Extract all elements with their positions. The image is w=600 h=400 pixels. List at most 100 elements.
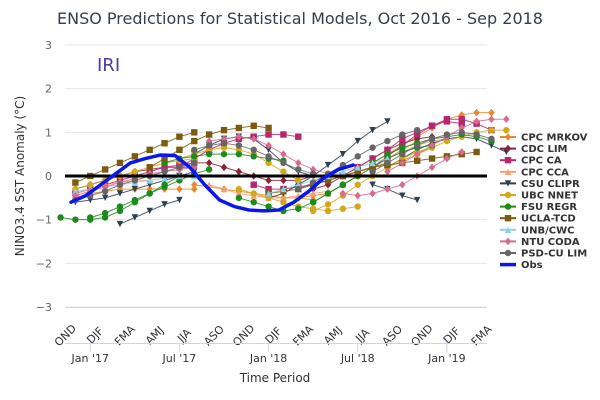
data-point xyxy=(295,159,302,167)
data-point xyxy=(116,181,124,188)
data-point xyxy=(309,199,317,206)
data-point xyxy=(161,155,168,162)
data-point xyxy=(399,144,406,151)
data-point xyxy=(280,150,287,158)
data-point xyxy=(473,148,480,156)
data-point xyxy=(116,159,124,167)
data-point xyxy=(265,131,272,138)
legend-item-unb-cwc: UNB/CWC xyxy=(500,225,574,236)
data-point xyxy=(72,191,79,200)
data-point xyxy=(309,190,317,197)
legend-item-cpc-mrkov: CPC MRKOV xyxy=(500,133,588,144)
data-point xyxy=(473,131,480,138)
date-tick-label: Jan '17 xyxy=(71,352,109,365)
legend-label: UBC NNET xyxy=(521,191,578,202)
data-point xyxy=(384,167,391,176)
data-point xyxy=(384,118,391,125)
data-point xyxy=(488,126,495,134)
data-point xyxy=(399,180,406,189)
data-point xyxy=(354,168,361,175)
data-point xyxy=(369,168,376,175)
data-point xyxy=(413,196,421,204)
data-point xyxy=(205,159,213,167)
obs-layer xyxy=(69,153,356,213)
data-point xyxy=(265,176,272,185)
date-tick-label: Jul '17 xyxy=(162,352,197,365)
data-point xyxy=(235,132,243,141)
data-point xyxy=(339,150,347,158)
data-point xyxy=(101,209,109,217)
data-point xyxy=(191,146,198,153)
legend-label: FSU REGR xyxy=(521,202,577,213)
data-point xyxy=(161,174,168,182)
data-point xyxy=(235,167,243,176)
data-point xyxy=(413,150,421,158)
legend-item-ubc-nnet: UBC NNET xyxy=(500,191,578,202)
data-point xyxy=(176,146,183,153)
data-point xyxy=(295,177,302,184)
chart-title: ENSO Predictions for Statistical Models,… xyxy=(57,9,543,28)
data-point xyxy=(413,142,421,149)
data-point xyxy=(339,181,347,188)
data-point xyxy=(369,181,376,188)
data-point xyxy=(413,131,421,138)
data-point xyxy=(265,153,272,160)
data-point xyxy=(280,199,287,206)
data-point xyxy=(428,122,436,129)
data-point xyxy=(324,201,332,208)
data-point xyxy=(116,203,124,210)
data-point xyxy=(220,150,228,158)
season-label: JJA xyxy=(352,326,372,346)
data-point xyxy=(309,207,317,215)
data-point xyxy=(87,181,94,188)
data-point xyxy=(205,166,213,173)
forecast-line xyxy=(372,184,418,201)
legend-item-csu-clipr: CSU CLIPR xyxy=(500,179,580,190)
data-point xyxy=(191,159,198,167)
data-point xyxy=(399,131,406,138)
date-tick-label: Jan '18 xyxy=(249,352,287,365)
data-point xyxy=(369,159,376,167)
data-point xyxy=(458,148,465,156)
legend-item-cpc-ca: CPC CA xyxy=(500,156,562,167)
data-point xyxy=(384,150,391,158)
data-point xyxy=(295,205,302,212)
data-point xyxy=(116,220,124,228)
data-point xyxy=(369,144,376,151)
data-point xyxy=(384,137,391,145)
season-label: OND xyxy=(52,322,79,349)
data-point xyxy=(161,168,168,175)
data-point xyxy=(146,207,153,215)
data-point xyxy=(369,189,376,198)
data-point xyxy=(116,190,124,197)
data-point xyxy=(280,168,287,175)
data-point xyxy=(250,122,257,129)
legend-marker xyxy=(504,191,512,199)
data-point xyxy=(176,196,183,204)
y-axis-ticks: 3 2 1 0 −1 −2 −3 xyxy=(36,39,52,314)
data-point xyxy=(399,159,406,167)
data-point xyxy=(161,183,168,191)
series-psd-cu-lim xyxy=(72,126,495,204)
y-tick-label: 3 xyxy=(45,39,52,52)
data-point xyxy=(250,181,257,188)
data-point xyxy=(428,163,436,172)
season-label: OND xyxy=(230,322,257,349)
data-point xyxy=(443,154,451,163)
data-point xyxy=(369,126,376,134)
data-point xyxy=(413,157,421,164)
data-point xyxy=(220,185,228,193)
legend-label: CSU CLIPR xyxy=(521,179,580,190)
y-tick-label: 1 xyxy=(45,126,52,139)
data-point xyxy=(428,141,436,150)
data-point xyxy=(205,142,213,149)
legend-label: CDC LIM xyxy=(521,144,568,155)
data-point xyxy=(176,164,183,171)
data-point xyxy=(191,180,198,189)
legend-marker xyxy=(504,157,512,164)
data-point xyxy=(295,133,302,140)
data-point xyxy=(473,117,480,126)
season-label: FMA xyxy=(112,322,138,348)
data-point xyxy=(205,150,213,158)
data-point xyxy=(324,161,332,169)
